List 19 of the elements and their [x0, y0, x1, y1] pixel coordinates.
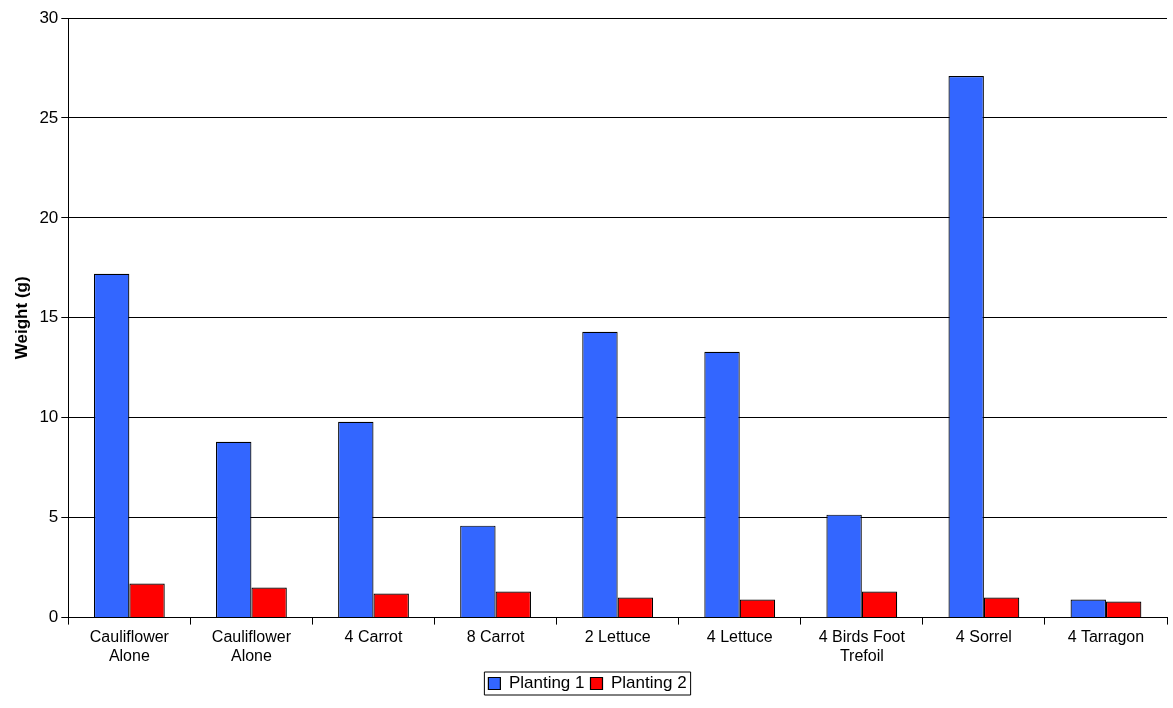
x-tick-label: Cauliflower Alone: [211, 627, 292, 664]
x-tick-label: Cauliflower Alone: [89, 627, 170, 664]
x-tick-label: 4 Birds Foot Trefoil: [818, 627, 906, 664]
legend-label: Planting 1: [508, 673, 585, 693]
x-tick-label: 4 Tarragon: [1067, 627, 1145, 645]
y-tick-label: 15: [39, 307, 59, 327]
y-tick-label: 5: [48, 507, 59, 527]
y-tick-label: 20: [39, 207, 59, 227]
x-tick-label: 4 Lettuce: [706, 627, 773, 645]
y-tick-label: 30: [39, 7, 59, 27]
y-axis-title: Weight (g): [11, 276, 31, 360]
x-tick-label: 4 Carrot: [344, 627, 403, 645]
x-tick-label: 8 Carrot: [466, 627, 526, 645]
y-tick-label: 25: [39, 107, 59, 127]
x-tick-label: 4 Sorrel: [955, 627, 1012, 645]
y-tick-label: 0: [48, 607, 59, 627]
legend-label: Planting 2: [611, 673, 687, 693]
x-tick-label: 2 Lettuce: [584, 627, 651, 645]
y-tick-label: 10: [39, 407, 59, 427]
